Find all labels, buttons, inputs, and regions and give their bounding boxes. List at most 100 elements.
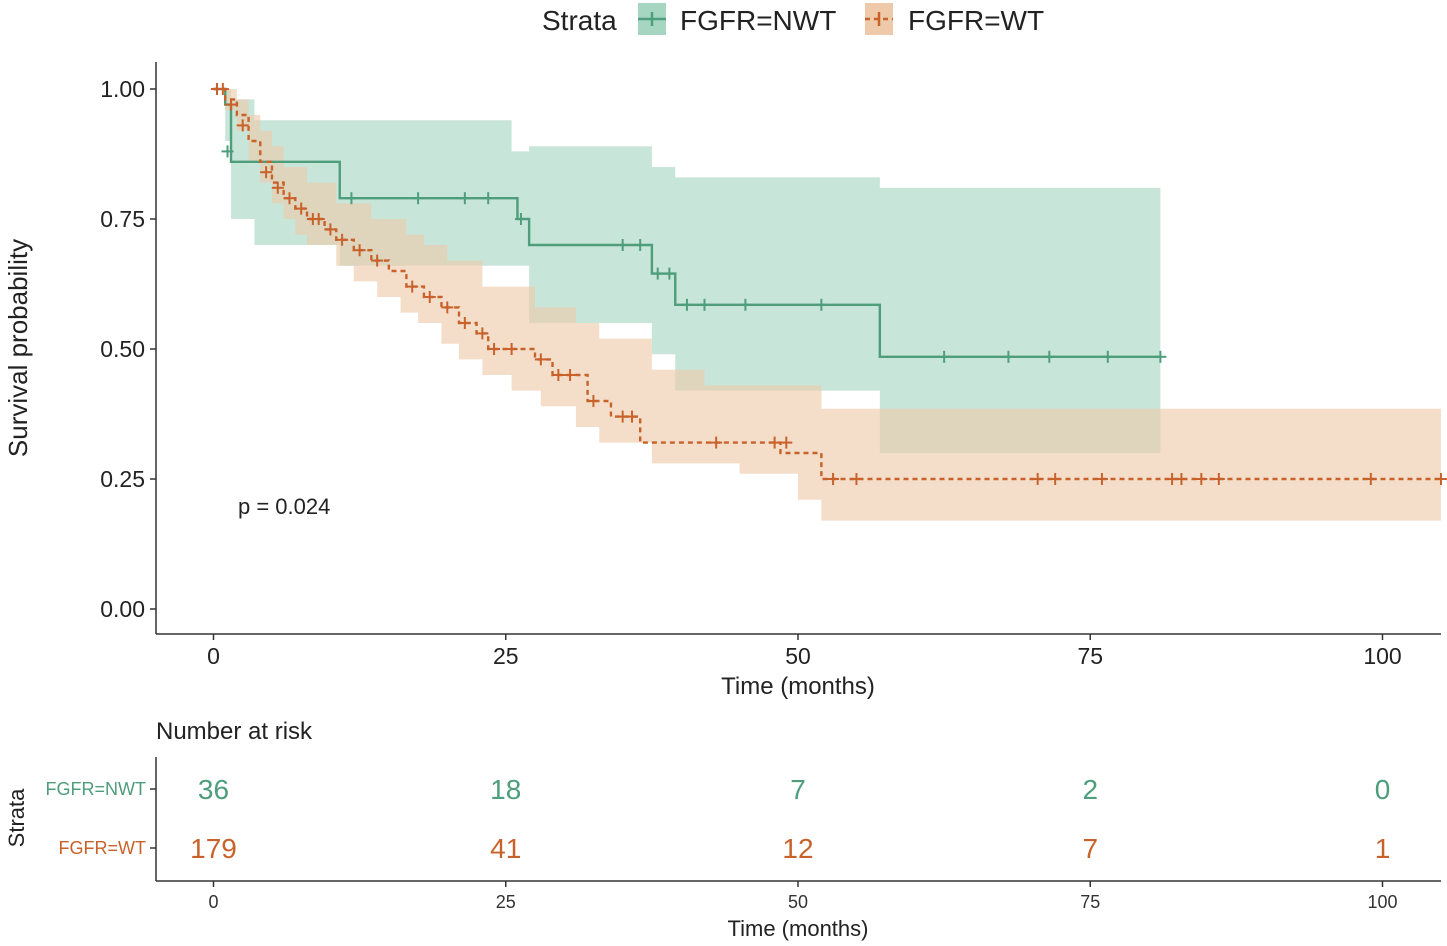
censor-mark-nwt xyxy=(680,298,693,311)
censor-mark-wt xyxy=(587,395,600,407)
censor-mark-nwt xyxy=(412,192,425,205)
risk-row-label-wt: FGFR=WT xyxy=(59,838,147,858)
censor-mark-nwt xyxy=(1101,350,1114,363)
risk-x-tick-label: 100 xyxy=(1367,892,1397,912)
risk-x-tick-label: 50 xyxy=(788,892,808,912)
censor-mark-nwt xyxy=(739,298,752,311)
risk-count-wt: 12 xyxy=(782,833,813,864)
x-tick-label: 0 xyxy=(207,643,220,669)
censor-mark-wt xyxy=(371,254,384,267)
risk-table-cells: FGFR=NWT 36 18 7 2 0 FGFR=WT 179 41 12 7 1 0 25 50 75 10… xyxy=(46,774,1398,912)
risk-count-nwt: 18 xyxy=(490,774,521,805)
legend: Strata FGFR=NWT FGFR=WT xyxy=(542,3,1044,36)
main-axes-ticks: 0.00 0.25 0.50 0.75 1.00 0 25 50 75 100 xyxy=(100,76,1401,669)
censor-mark-wt xyxy=(295,202,308,215)
censor-mark-nwt xyxy=(345,192,358,205)
x-tick-label: 100 xyxy=(1363,643,1401,669)
censor-mark-wt xyxy=(441,301,454,314)
legend-label-wt: FGFR=WT xyxy=(908,5,1044,36)
risk-row-label-nwt: FGFR=NWT xyxy=(46,779,147,799)
p-value-annotation: p = 0.024 xyxy=(238,494,330,519)
censor-mark-wt xyxy=(236,119,249,132)
censor-mark-wt xyxy=(552,369,565,381)
censor-mark-wt xyxy=(406,280,419,293)
risk-x-tick-label: 75 xyxy=(1080,892,1100,912)
y-tick-label: 1.00 xyxy=(100,76,145,102)
y-tick-label: 0.25 xyxy=(100,466,145,492)
censor-mark-wt xyxy=(1175,473,1188,485)
censor-mark-wt xyxy=(324,223,337,236)
y-tick-label: 0.75 xyxy=(100,206,145,232)
y-tick-label: 0.50 xyxy=(100,336,145,362)
censor-mark-wt xyxy=(1195,473,1208,485)
survival-plot: 0.00 0.25 0.50 0.75 1.00 0 25 50 75 100 Survival … xyxy=(3,62,1447,700)
censor-mark-wt xyxy=(1364,473,1377,485)
censor-mark-wt xyxy=(564,369,577,381)
censor-mark-wt xyxy=(225,98,238,111)
censor-mark-nwt xyxy=(698,298,711,311)
risk-count-nwt: 7 xyxy=(790,774,806,805)
risk-count-wt: 41 xyxy=(490,833,521,864)
censor-mark-nwt xyxy=(938,350,951,363)
risk-table: Number at risk Strata FGFR=NWT 36 18 7 2 0FGF… xyxy=(4,718,1441,941)
censor-mark-wt xyxy=(458,317,471,329)
risk-count-wt: 7 xyxy=(1082,833,1098,864)
risk-x-tick-label: 25 xyxy=(496,892,516,912)
ci-band-wt xyxy=(213,89,1441,521)
censor-mark-wt xyxy=(488,343,501,355)
x-tick-label: 25 xyxy=(493,643,519,669)
censor-mark-wt xyxy=(534,353,547,366)
censor-mark-wt xyxy=(423,291,436,303)
survival-curve-wt xyxy=(213,87,1441,481)
censor-mark-nwt xyxy=(634,239,647,251)
censor-mark-wt xyxy=(336,233,349,246)
censor-mark-wt xyxy=(271,181,284,194)
censor-mark-wt xyxy=(780,436,793,449)
censor-mark-wt xyxy=(1049,473,1062,485)
censor-mark-nwt xyxy=(1043,350,1056,363)
censor-mark-nwt xyxy=(663,267,676,280)
censor-mark-nwt xyxy=(458,192,471,205)
risk-x-tick-label: 0 xyxy=(208,892,218,912)
censor-mark-wt xyxy=(353,244,366,257)
censor-mark-wt xyxy=(260,166,273,179)
censor-mark-nwt xyxy=(651,267,664,280)
censor-mark-wt xyxy=(216,83,229,95)
censor-mark-nwt xyxy=(1002,350,1015,363)
censor-mark-wt xyxy=(1434,473,1447,485)
censor-mark-wt xyxy=(1031,473,1044,485)
censor-mark-wt xyxy=(626,410,639,423)
x-axis-title: Time (months) xyxy=(721,673,875,700)
censor-mark-wt xyxy=(827,473,840,485)
censor-mark-wt xyxy=(283,192,296,205)
risk-count-nwt: 36 xyxy=(198,774,229,805)
censor-mark-nwt xyxy=(221,145,234,158)
legend-title: Strata xyxy=(542,5,617,36)
censor-mark-wt xyxy=(1212,473,1225,485)
risk-x-axis-title: Time (months) xyxy=(728,916,869,941)
risk-count-wt: 179 xyxy=(190,833,237,864)
censor-marks xyxy=(211,83,1447,485)
censor-mark-nwt xyxy=(482,192,495,205)
censor-mark-wt xyxy=(1095,473,1108,485)
risk-count-nwt: 2 xyxy=(1082,774,1098,805)
y-axis-title: Survival probability xyxy=(3,239,33,457)
risk-table-title: Number at risk xyxy=(156,718,313,745)
risk-table-y-title: Strata xyxy=(4,788,29,847)
ci-band-nwt xyxy=(213,89,1161,453)
censor-mark-nwt xyxy=(514,213,527,225)
risk-count-nwt: 0 xyxy=(1375,774,1391,805)
censor-mark-wt xyxy=(476,327,489,340)
censor-mark-nwt xyxy=(616,239,629,251)
legend-label-nwt: FGFR=NWT xyxy=(680,5,836,36)
x-tick-label: 75 xyxy=(1077,643,1103,669)
risk-count-wt: 1 xyxy=(1375,833,1391,864)
censor-mark-wt xyxy=(312,213,325,225)
censor-mark-wt xyxy=(505,343,518,355)
x-tick-label: 50 xyxy=(785,643,811,669)
censor-mark-wt xyxy=(710,436,723,449)
confidence-bands xyxy=(213,89,1441,521)
censor-mark-nwt xyxy=(1154,350,1167,363)
censor-mark-wt xyxy=(768,436,781,449)
